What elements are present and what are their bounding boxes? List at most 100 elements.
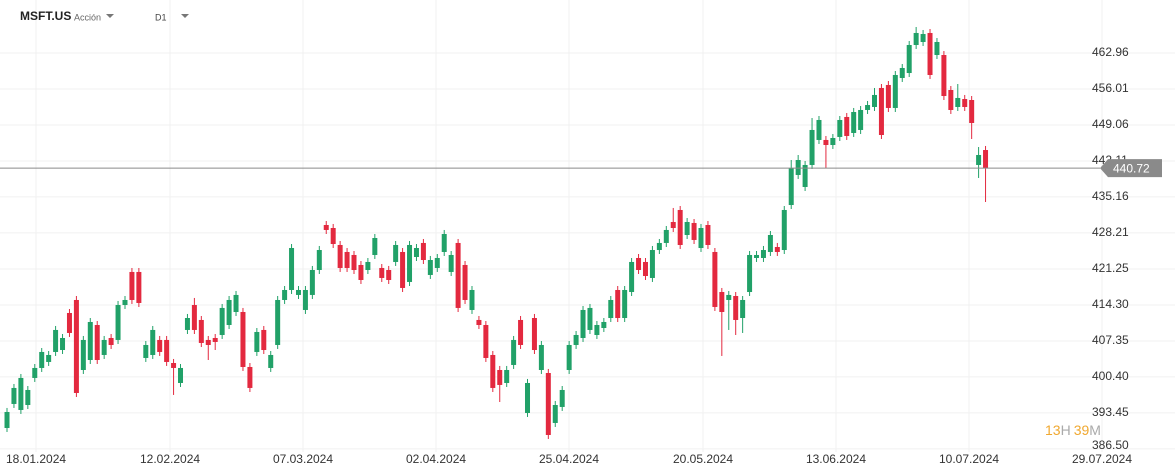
candle-body	[691, 222, 697, 240]
symbol[interactable]: MSFT.US	[20, 9, 71, 23]
candle-body	[552, 405, 558, 423]
candle-body	[740, 299, 746, 319]
timeframe-dropdown[interactable]	[181, 14, 189, 18]
candle-body	[636, 257, 642, 270]
candle-body	[594, 324, 600, 335]
candle-body	[483, 324, 489, 358]
candle-body	[531, 318, 537, 351]
candle-body	[698, 228, 704, 248]
candle-body	[247, 366, 253, 388]
candle-body	[511, 339, 517, 365]
timeframe[interactable]: D1	[155, 12, 167, 22]
candle-body	[11, 387, 17, 404]
candle-body	[73, 299, 79, 393]
candle-body	[504, 369, 510, 383]
candle-body	[351, 254, 357, 270]
candle-body	[66, 312, 72, 333]
candle-body	[573, 334, 579, 345]
candle-body	[87, 321, 93, 360]
candle-body	[282, 289, 288, 300]
candle-body	[254, 331, 260, 352]
candle-body	[747, 254, 753, 293]
candle-body	[760, 250, 766, 258]
candle-body	[289, 247, 295, 290]
candle-body	[899, 67, 905, 78]
x-tick-label: 29.07.2024	[1072, 452, 1132, 466]
countdown-minutes-unit: M	[1089, 422, 1101, 438]
candle-body	[344, 251, 350, 268]
candle-body	[32, 367, 38, 378]
candle-body	[656, 242, 662, 251]
candle-body	[434, 257, 440, 268]
candle-body	[420, 242, 426, 261]
candle-body	[788, 167, 794, 206]
candle-body	[407, 244, 413, 282]
candle-body	[920, 34, 926, 42]
candle-body	[795, 160, 801, 175]
countdown: 13H 39M	[1045, 422, 1101, 438]
candle-body	[150, 329, 156, 355]
countdown-hours-unit: H	[1061, 422, 1071, 438]
candle-body	[379, 267, 385, 278]
x-tick-label: 12.02.2024	[140, 452, 200, 466]
candle-body	[157, 339, 163, 352]
candle-body	[212, 337, 218, 342]
candle-body	[705, 225, 711, 245]
candle-body	[25, 389, 31, 405]
candle-body	[476, 319, 482, 325]
candle-body	[934, 41, 940, 55]
countdown-hours: 13	[1045, 422, 1061, 438]
candle-body	[323, 225, 329, 230]
candle-body	[316, 250, 322, 270]
candle-body	[4, 411, 10, 428]
candle-body	[615, 289, 621, 319]
candle-body	[642, 261, 648, 277]
candle-body	[39, 351, 45, 368]
candle-body	[46, 354, 52, 362]
candle-body	[469, 289, 475, 310]
candle-body	[677, 209, 683, 245]
y-tick-label: 428.21	[1092, 225, 1129, 239]
candle-body	[365, 261, 371, 270]
candle-body	[129, 271, 135, 300]
candle-body	[566, 344, 572, 370]
candle-body	[587, 307, 593, 330]
candle-body	[205, 339, 211, 345]
candle-body	[837, 119, 843, 137]
candle-body	[268, 354, 274, 368]
candle-body	[448, 254, 454, 272]
candle-body	[184, 318, 190, 330]
candle-body	[171, 363, 177, 368]
candle-body	[906, 45, 912, 74]
candle-body	[719, 292, 725, 312]
candle-body	[191, 305, 197, 330]
candle-body	[18, 377, 24, 410]
y-tick-label: 407.35	[1092, 333, 1129, 347]
candle-body	[955, 97, 961, 107]
candle-body	[872, 94, 878, 107]
candle-body	[712, 251, 718, 307]
candles	[4, 26, 989, 439]
last-price-label: 440.72	[1113, 161, 1150, 175]
candle-body	[386, 270, 392, 280]
x-tick-label: 18.01.2024	[6, 452, 66, 466]
y-tick-label: 393.45	[1092, 405, 1129, 419]
candle-body	[219, 307, 225, 335]
countdown-minutes: 39	[1074, 422, 1090, 438]
candle-body	[108, 337, 114, 345]
candle-body	[337, 244, 343, 268]
candle-body	[733, 295, 739, 320]
candle-body	[400, 251, 406, 288]
candle-body	[858, 109, 864, 130]
candle-body	[164, 339, 170, 362]
candle-body	[865, 105, 871, 110]
candle-body	[233, 294, 239, 312]
y-tick-label: 386.50	[1092, 438, 1129, 452]
candle-body	[830, 138, 836, 145]
candle-body	[622, 289, 628, 319]
candle-body	[261, 329, 267, 351]
x-tick-label: 25.04.2024	[539, 452, 599, 466]
candle-body	[462, 264, 468, 300]
candle-body	[559, 389, 565, 407]
symbol-dropdown[interactable]	[106, 14, 114, 18]
